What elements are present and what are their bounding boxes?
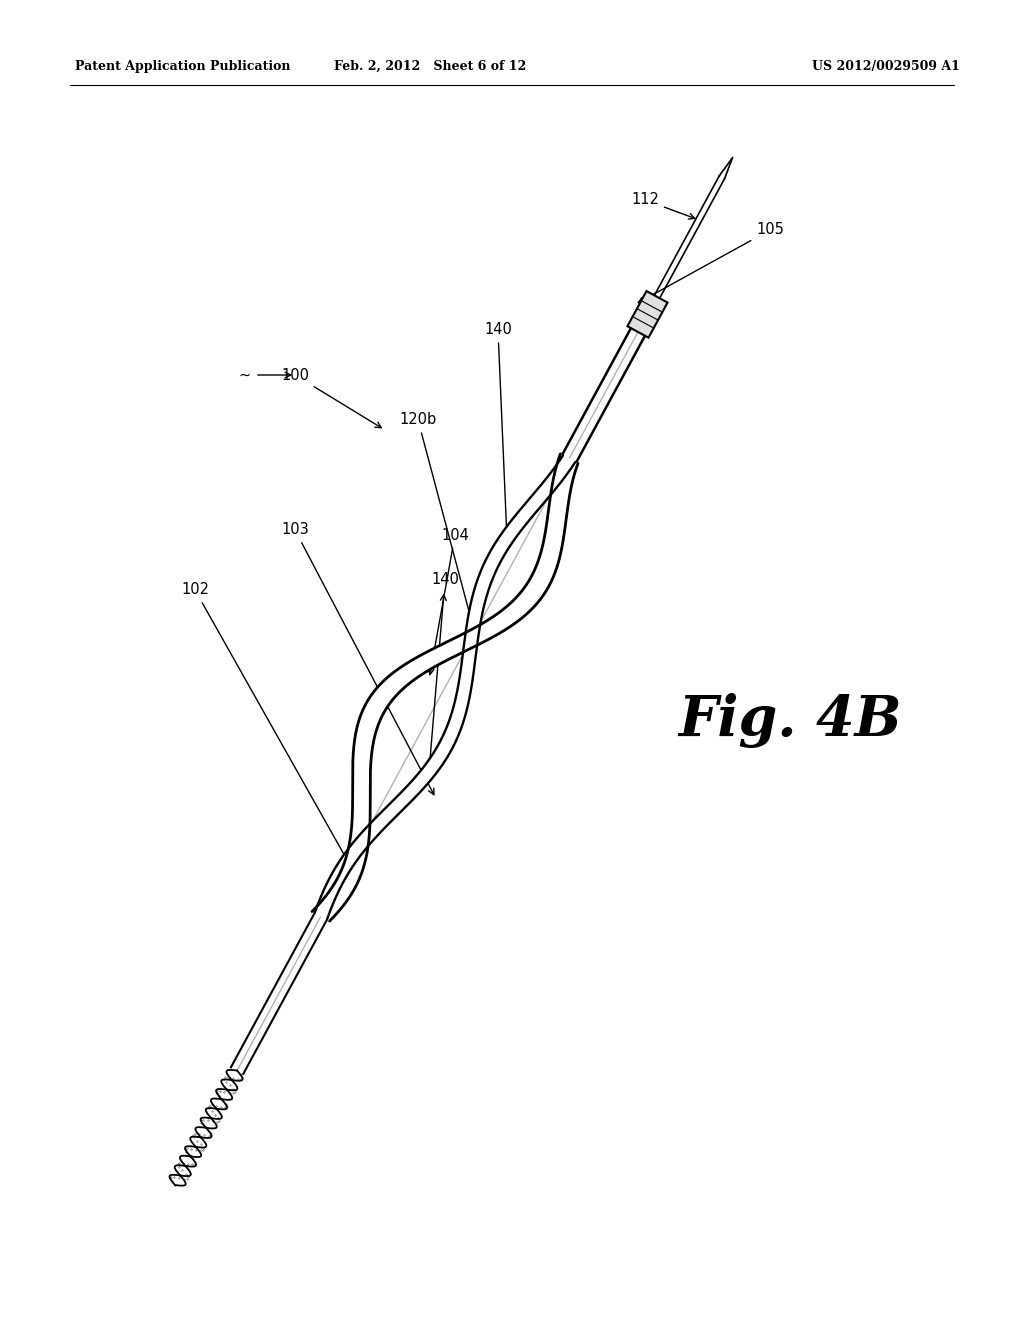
Text: 140: 140 [428,573,459,779]
Text: Fig. 4B: Fig. 4B [678,693,902,747]
Text: 100: 100 [281,367,381,428]
Text: 105: 105 [638,223,784,302]
Text: 120b: 120b [399,412,475,628]
Polygon shape [314,455,575,920]
Text: 112: 112 [631,193,694,219]
Text: 102: 102 [181,582,350,865]
Text: 103: 103 [282,523,434,795]
Text: US 2012/0029509 A1: US 2012/0029509 A1 [812,59,961,73]
Text: 104: 104 [428,528,469,675]
Text: Patent Application Publication: Patent Application Publication [75,59,291,73]
Text: 140: 140 [484,322,512,543]
Polygon shape [628,292,668,338]
Text: Feb. 2, 2012   Sheet 6 of 12: Feb. 2, 2012 Sheet 6 of 12 [334,59,526,73]
Polygon shape [312,454,578,921]
Text: ~: ~ [239,367,251,383]
